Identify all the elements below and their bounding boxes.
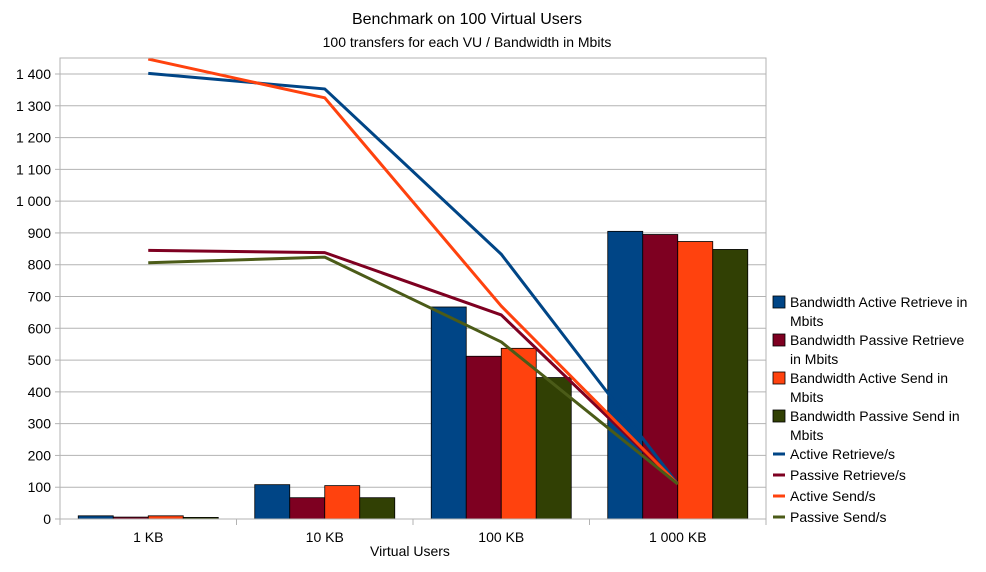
y-tick-label: 200 [28, 447, 52, 463]
y-tick-label: 1 100 [16, 161, 51, 177]
legend-label: Bandwidth Passive Send in [790, 408, 960, 424]
y-tick-label: 700 [28, 289, 52, 305]
x-tick-label: 100 KB [478, 529, 524, 545]
y-tick-label: 300 [28, 416, 52, 432]
y-tick-label: 400 [28, 384, 52, 400]
legend-swatch [772, 295, 786, 309]
legend-swatch [772, 409, 786, 423]
bar [289, 497, 326, 520]
legend-swatch [772, 371, 786, 385]
legend-label: Active Retrieve/s [790, 446, 895, 462]
legend-label: Bandwidth Active Send in [790, 370, 948, 386]
legend-label: Bandwidth Active Retrieve in [790, 294, 967, 310]
y-tick-label: 800 [28, 257, 52, 273]
chart-subtitle: 100 transfers for each VU / Bandwidth in… [323, 34, 612, 50]
series-line [147, 57, 679, 486]
legend-label: Mbits [790, 313, 823, 329]
bars [77, 230, 749, 520]
x-tick-label: 1 000 KB [649, 529, 707, 545]
bar [465, 355, 502, 520]
legend-label: Mbits [790, 427, 823, 443]
legend-label: Active Send/s [790, 488, 876, 504]
bar [430, 306, 467, 520]
x-tick-label: 10 KB [306, 529, 344, 545]
grid-lines [60, 73, 766, 488]
chart-title: Benchmark on 100 Virtual Users [352, 11, 582, 28]
bar [254, 484, 291, 520]
series-lines [147, 57, 679, 486]
legend-label: Mbits [790, 389, 823, 405]
y-tick-label: 1 300 [16, 98, 51, 114]
y-tick-labels: 0 100 200 300 400 500 600 700 800 900 1 000 1 100 1 … [16, 66, 51, 527]
y-tick-label: 1 200 [16, 130, 51, 146]
bar [712, 249, 749, 520]
y-tick-label: 1 400 [16, 66, 51, 82]
x-tick-labels: 1 KB 10 KB 100 KB 1 000 KB [133, 529, 706, 545]
y-tick-label: 100 [28, 479, 52, 495]
legend-swatch [772, 333, 786, 347]
y-tick-label: 600 [28, 320, 52, 336]
y-tick-label: 0 [43, 511, 51, 527]
y-tick-label: 500 [28, 352, 52, 368]
legend-label: Passive Retrieve/s [790, 467, 906, 483]
bar [677, 241, 714, 520]
legend-label: Passive Send/s [790, 509, 887, 525]
y-tick-label: 900 [28, 225, 52, 241]
legend: Bandwidth Active Retrieve in Mbits Bandwid… [772, 294, 967, 525]
bar [500, 347, 537, 520]
series-line [148, 255, 679, 486]
y-tick-label: 1 000 [16, 193, 51, 209]
series-line [148, 71, 679, 485]
bar [607, 230, 644, 520]
bar [535, 377, 572, 520]
axes [55, 57, 767, 525]
bar [359, 497, 396, 520]
x-axis-label: Virtual Users [370, 543, 450, 559]
bar [324, 485, 361, 520]
series-line [148, 248, 679, 486]
legend-label: in Mbits [790, 351, 838, 367]
legend-label: Bandwidth Passive Retrieve [790, 332, 965, 348]
x-tick-label: 1 KB [133, 529, 163, 545]
